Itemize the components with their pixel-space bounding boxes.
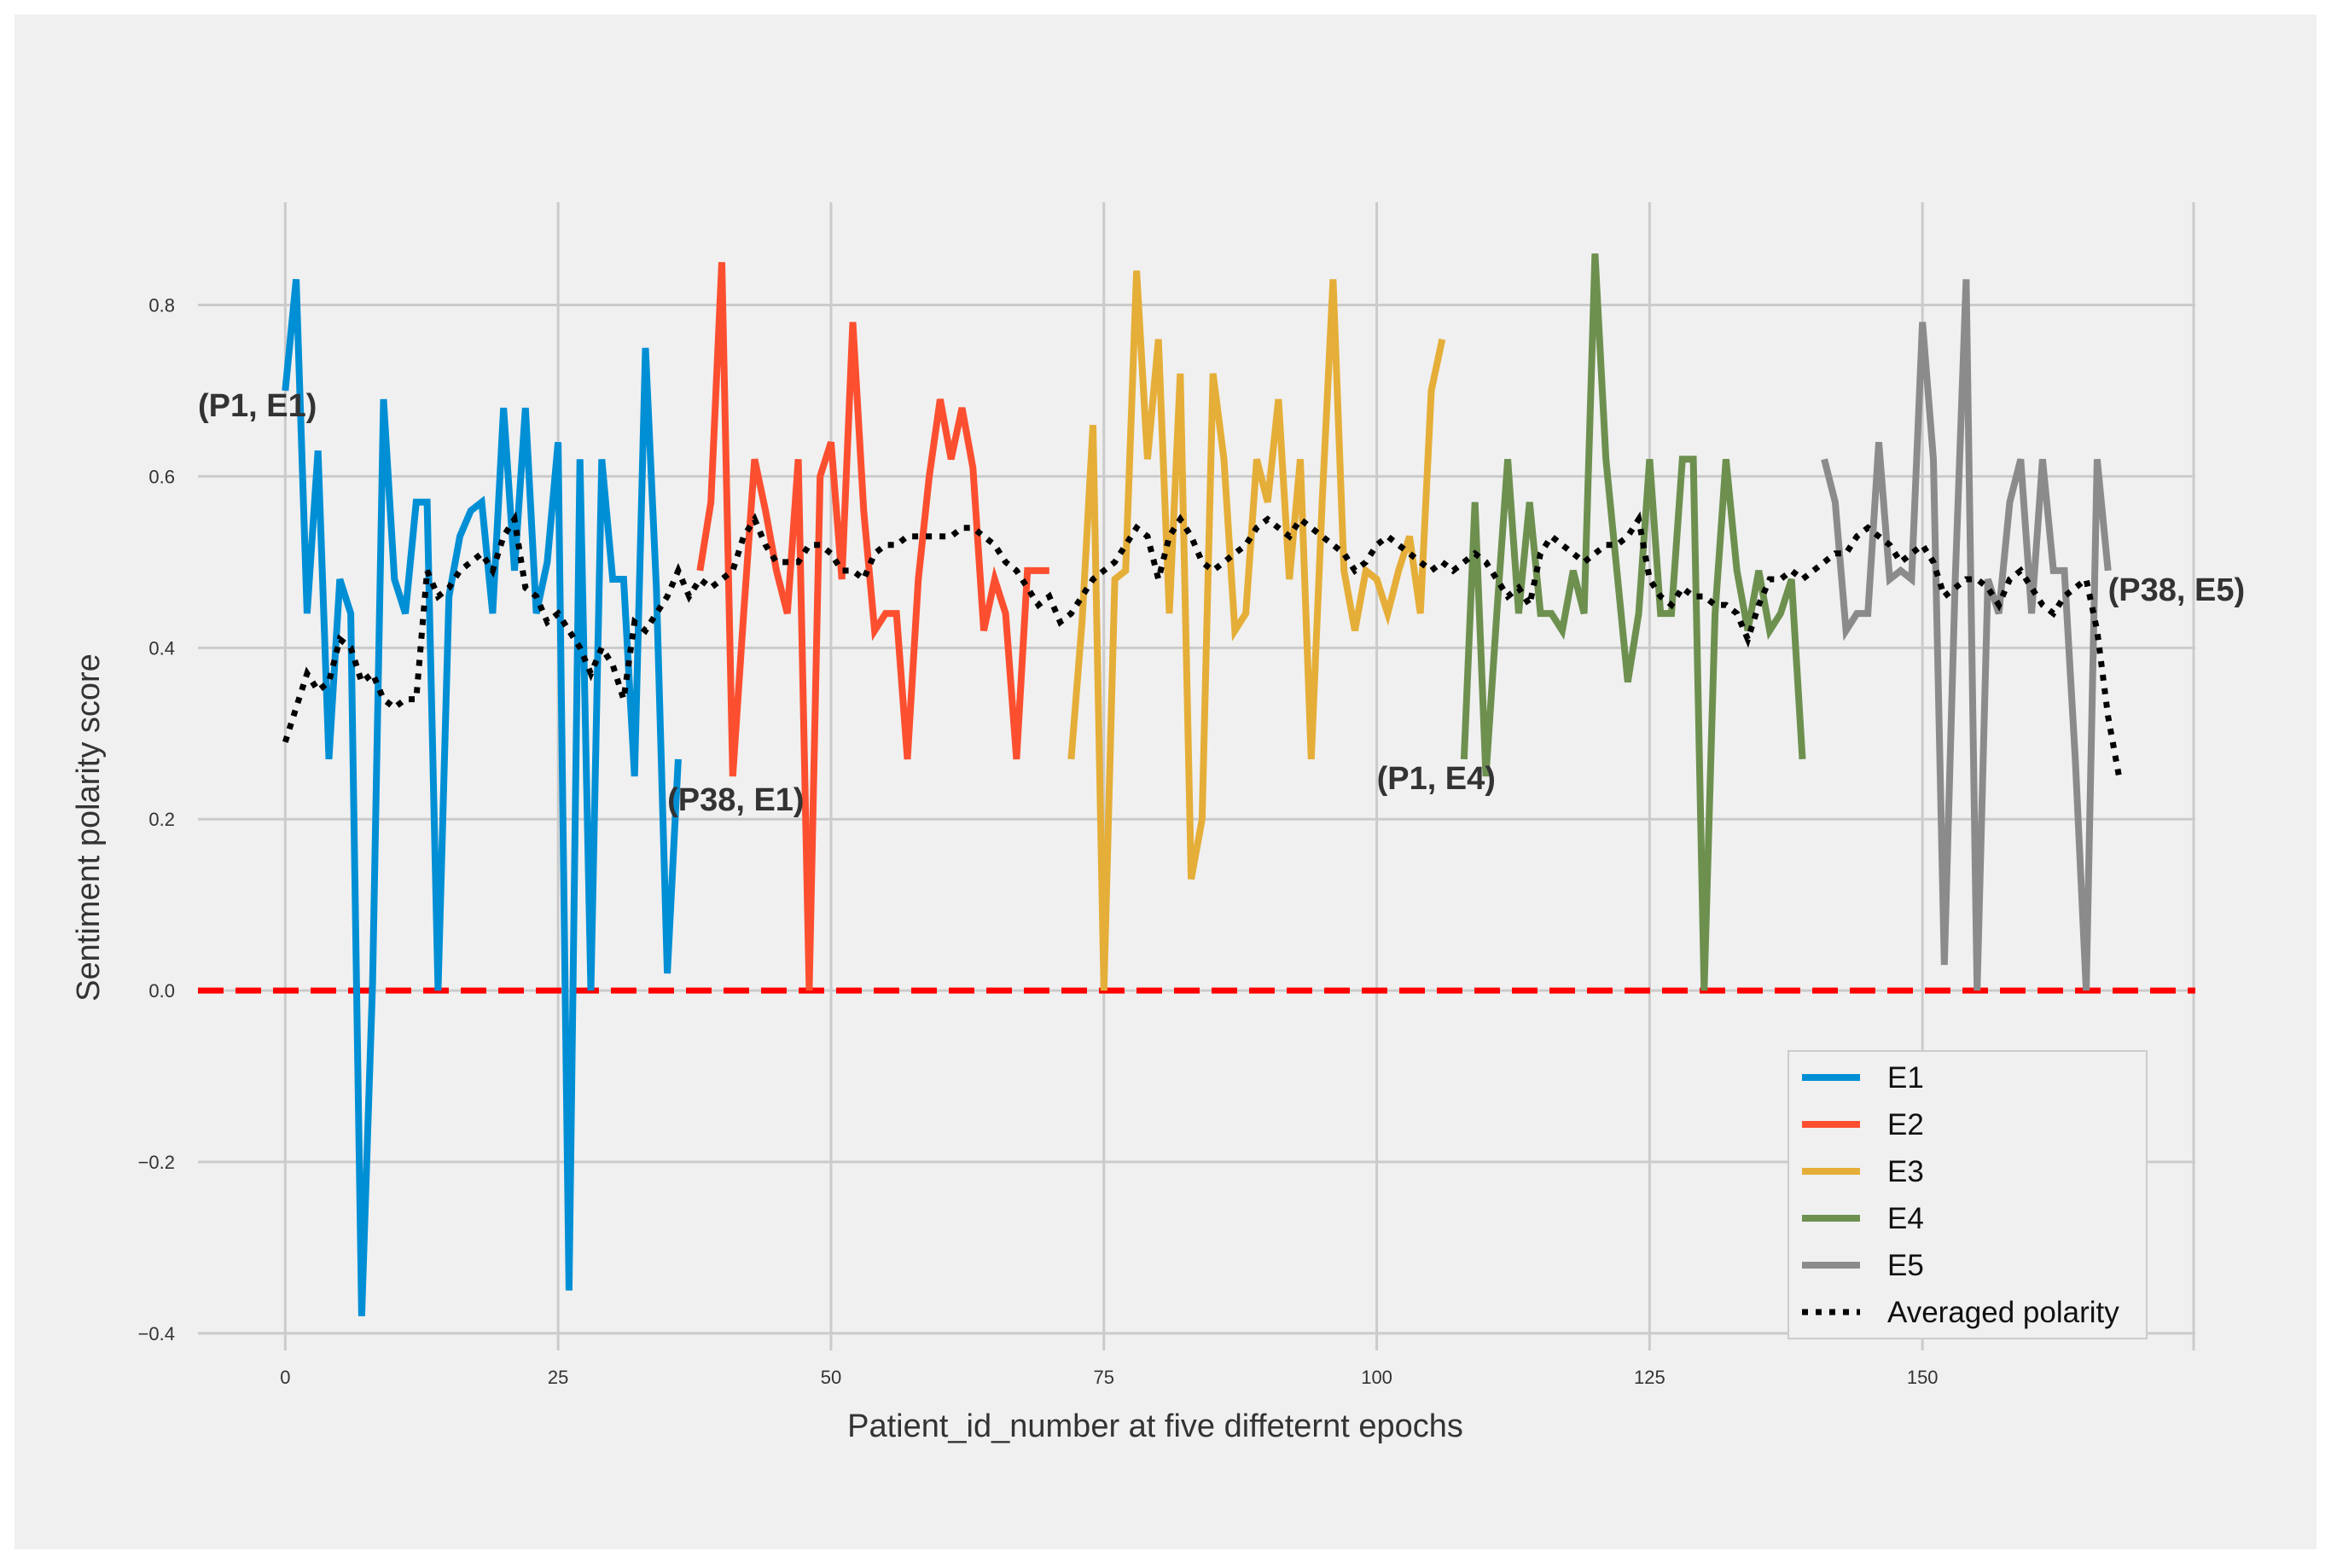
x-tick-label: 100	[1361, 1367, 1392, 1388]
legend-label: E3	[1887, 1155, 1924, 1188]
series-line-e3	[1067, 270, 1446, 991]
annotation-label: (P38, E1)	[667, 782, 805, 818]
legend-label: E2	[1887, 1108, 1924, 1141]
y-tick-label: 0.2	[148, 809, 175, 830]
series-line-e4	[1460, 253, 1806, 991]
y-axis-ticks: −0.4 −0.2 0.0 0.2 0.4 0.6 0.8	[138, 295, 175, 1344]
x-tick-label: 50	[821, 1367, 841, 1388]
x-tick-label: 75	[1094, 1367, 1114, 1388]
annotation-label: (P38, E5)	[2108, 572, 2246, 608]
x-tick-label: 125	[1634, 1367, 1665, 1388]
y-tick-label: 0.6	[148, 466, 175, 487]
legend-label: E5	[1887, 1249, 1924, 1282]
annotation-label: (P1, E1)	[198, 388, 317, 424]
x-tick-label: 150	[1907, 1367, 1939, 1388]
y-tick-label: 0.0	[148, 980, 175, 1002]
x-axis-ticks: 0 25 50 75 100 125 150	[280, 1367, 1938, 1388]
series-lines	[282, 253, 2122, 1316]
y-axis-label: Sentiment polarity score	[71, 653, 107, 1002]
x-axis-label: Patient_id_number at five diffeternt epo…	[847, 1408, 1463, 1444]
y-tick-label: −0.4	[138, 1323, 175, 1344]
legend: E1 E2 E3 E4 E5 Averaged polarity	[1787, 1050, 2148, 1339]
series-line-e2	[696, 262, 1049, 991]
x-tick-label: 0	[280, 1367, 290, 1388]
y-tick-label: 0.8	[148, 295, 175, 317]
legend-label: E4	[1887, 1202, 1924, 1235]
y-tick-label: 0.4	[148, 637, 175, 659]
series-line-e1	[282, 279, 682, 1316]
point-annotations: (P1, E1) (P38, E1) (P1, E4) (P38, E5)	[198, 388, 2245, 818]
annotation-label: (P1, E4)	[1377, 761, 1496, 797]
legend-label: E1	[1887, 1061, 1924, 1095]
y-tick-label: −0.2	[138, 1152, 175, 1173]
x-tick-label: 25	[548, 1367, 568, 1388]
legend-label: Averaged polarity	[1887, 1296, 2119, 1329]
averaged-polarity-line	[282, 511, 2122, 777]
legend-box	[1787, 1050, 2148, 1339]
series-line-e5	[1821, 279, 2112, 991]
